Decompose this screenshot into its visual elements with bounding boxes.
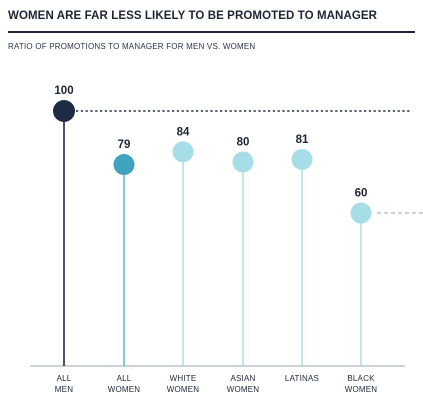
category-label-3-line-1: WHITE bbox=[170, 374, 197, 383]
dot-5 bbox=[291, 148, 313, 170]
value-label-3: 84 bbox=[177, 126, 190, 138]
dot-6 bbox=[350, 202, 372, 224]
value-label-5: 81 bbox=[296, 134, 309, 146]
value-labels: 100 79 84 80 81 60 bbox=[54, 85, 367, 200]
dot-2 bbox=[113, 154, 135, 176]
category-label-2-line-2: WOMEN bbox=[108, 385, 141, 394]
category-label-4-line-1: ASIAN bbox=[230, 374, 255, 383]
value-label-2: 79 bbox=[118, 139, 131, 151]
category-label-5-line-1: LATINAS bbox=[285, 374, 319, 383]
category-label-4-line-2: WOMEN bbox=[227, 385, 260, 394]
dot-4 bbox=[232, 151, 254, 173]
value-label-1: 100 bbox=[54, 85, 73, 97]
value-label-4: 80 bbox=[237, 137, 250, 149]
reference-lines bbox=[76, 110, 423, 214]
category-label-2-line-1: ALL bbox=[117, 374, 132, 383]
category-label-3-line-2: WOMEN bbox=[167, 385, 200, 394]
stems bbox=[63, 111, 362, 366]
dot-1 bbox=[53, 100, 75, 122]
category-label-6-line-1: BLACK bbox=[347, 374, 375, 383]
dot-3 bbox=[172, 141, 194, 163]
value-label-6: 60 bbox=[355, 188, 368, 200]
category-label-1-line-2: MEN bbox=[55, 385, 73, 394]
chart-title: WOMEN ARE FAR LESS LIKELY TO BE PROMOTED… bbox=[8, 10, 378, 22]
chart-subtitle: RATIO OF PROMOTIONS TO MANAGER FOR MEN V… bbox=[8, 42, 256, 51]
title-divider bbox=[8, 31, 415, 33]
category-labels: ALL MEN ALL WOMEN WHITE WOMEN ASIAN WOMEN LATINA… bbox=[55, 374, 377, 394]
category-label-6-line-2: WOMEN bbox=[345, 385, 378, 394]
category-label-1-line-1: ALL bbox=[57, 374, 72, 383]
dots bbox=[53, 100, 372, 224]
